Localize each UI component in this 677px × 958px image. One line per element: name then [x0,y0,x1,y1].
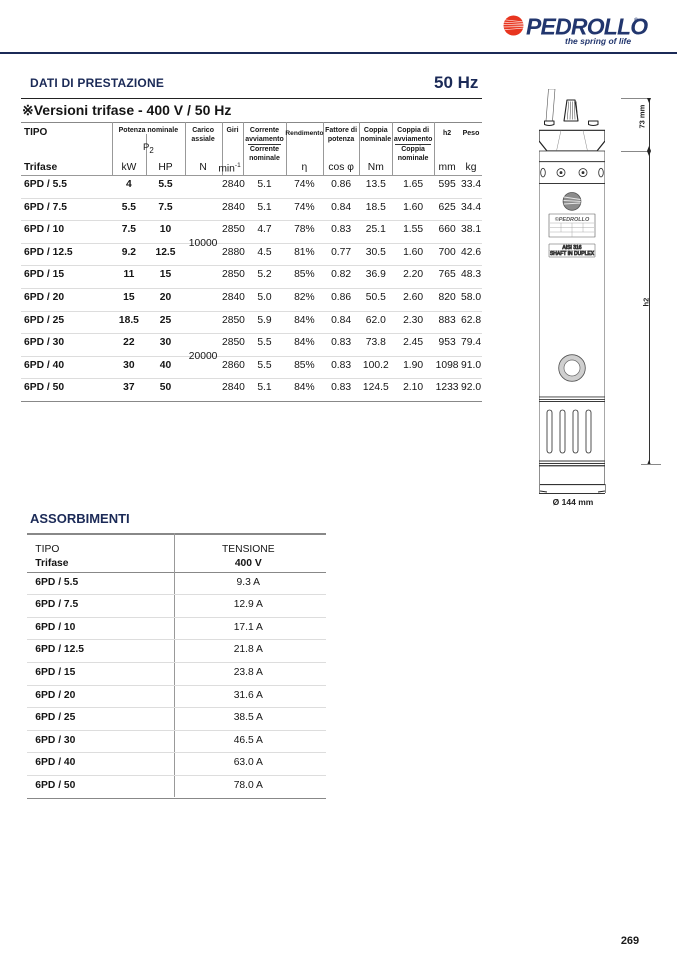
svg-text:SHAFT IN DUPLEX: SHAFT IN DUPLEX [550,251,595,257]
svg-text:©PEDROLLO: ©PEDROLLO [554,216,589,223]
svg-text:®: ® [634,17,639,24]
svg-text:the spring of life: the spring of life [565,36,631,46]
